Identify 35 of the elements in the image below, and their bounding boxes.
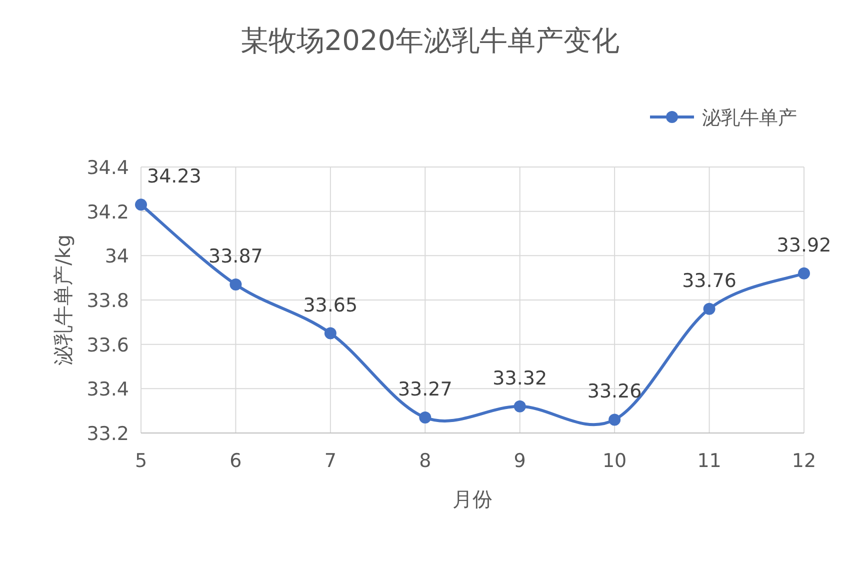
y-tick-label: 33.2 (86, 423, 129, 445)
point (608, 414, 621, 426)
y-axis-title: 泌乳牛单产/kg (51, 234, 75, 366)
chart-title: 某牧场2020年泌乳牛单产变化 (240, 24, 620, 57)
x-tick-label: 5 (134, 450, 148, 472)
y-tick-label: 34 (104, 246, 129, 268)
point (135, 198, 147, 211)
y-tick-label: 33.4 (86, 378, 129, 401)
data-label: 33.27 (398, 378, 452, 400)
x-tick-label: 12 (792, 450, 816, 472)
x-tick-label: 7 (324, 450, 336, 472)
point (230, 278, 242, 290)
point (703, 302, 716, 315)
data-label: 34.23 (147, 166, 202, 188)
x-axis-title: 月份 (452, 487, 492, 511)
point (324, 327, 336, 340)
point (514, 400, 526, 412)
y-tick-label: 34.2 (86, 201, 129, 224)
data-label: 33.26 (587, 380, 642, 403)
x-tick-label: 8 (419, 450, 432, 472)
data-label: 33.92 (776, 234, 832, 256)
y-tick-label: 33.6 (86, 334, 129, 356)
x-tick-label: 6 (230, 450, 242, 472)
point (798, 267, 810, 280)
y-tick-label: 33.8 (86, 290, 129, 312)
point (419, 411, 432, 424)
x-tick-label: 10 (602, 450, 627, 472)
data-label: 33.76 (682, 270, 736, 292)
x-tick-label: 11 (697, 450, 722, 472)
y-tick-label: 34.4 (86, 157, 129, 179)
data-label: 33.65 (303, 294, 358, 316)
data-label: 33.87 (208, 245, 263, 268)
data-label: 33.32 (492, 367, 548, 390)
x-tick-label: 9 (514, 450, 526, 472)
legend-label: 泌乳牛单产 (702, 107, 797, 129)
